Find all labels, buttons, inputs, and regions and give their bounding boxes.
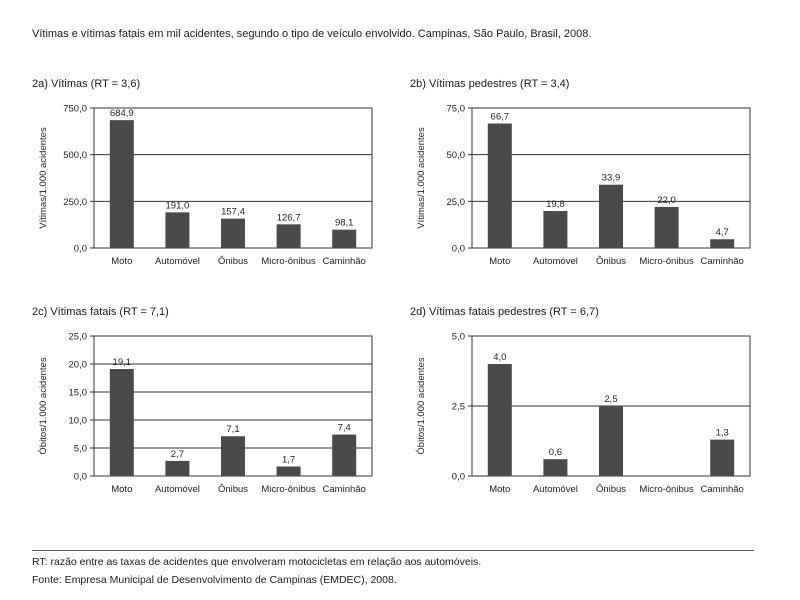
x-tick-label: Caminhão — [701, 484, 744, 495]
y-tick-label: 10,0 — [69, 416, 88, 427]
y-axis-label: Óbitos/1.000 acidentes — [416, 357, 427, 454]
data-label: 191,0 — [166, 200, 190, 211]
bar — [710, 239, 735, 248]
data-label: 22,0 — [657, 195, 676, 206]
y-tick-label: 5,0 — [452, 332, 465, 343]
x-tick-label: Caminhão — [323, 256, 366, 267]
y-tick-label: 20,0 — [69, 360, 88, 371]
data-label: 4,7 — [716, 227, 729, 238]
figure-title: Vítimas e vítimas fatais em mil acidente… — [32, 28, 592, 40]
x-tick-label: Automóvel — [155, 256, 200, 267]
y-tick-label: 2,5 — [452, 402, 465, 413]
y-tick-label: 5,0 — [74, 444, 87, 455]
y-tick-label: 0,0 — [74, 244, 87, 255]
panel-title: 2a) Vítimas (RT = 3,6) — [32, 78, 141, 90]
chart-2d: 0,0 2,5 5,0 Óbitos/1.000 acidentes 4,0 Moto 0,… — [416, 332, 751, 495]
x-tick-label: Automóvel — [155, 484, 200, 495]
x-tick-label: Ônibus — [596, 484, 626, 495]
x-tick-label: Micro-ônibus — [261, 256, 316, 267]
x-tick-label: Ônibus — [218, 256, 248, 267]
panel-2d: 2d) Vítimas fatais pedestres (RT = 6,7) … — [410, 306, 770, 511]
chart-2a: 0,0 250,0 500,0 750,0 Vítimas/1.000 acidente… — [38, 104, 373, 267]
x-tick-label: Caminhão — [701, 256, 744, 267]
panel-2a: 2a) Vítimas (RT = 3,6) 0,0 250,0 500,0 750,… — [32, 78, 392, 283]
panel-title: 2d) Vítimas fatais pedestres (RT = 6,7) — [410, 306, 599, 318]
bar — [221, 218, 245, 248]
y-axis-label: Vítimas/1.000 acidentes — [38, 127, 49, 229]
x-tick-label: Moto — [111, 256, 132, 267]
bar — [599, 406, 623, 476]
bar — [654, 206, 679, 248]
data-label: 684,9 — [110, 108, 134, 119]
data-label: 126,7 — [277, 212, 301, 223]
panel-2b: 2b) Vítimas pedestres (RT = 3,4) 0,0 25,0… — [410, 78, 770, 283]
bar — [221, 436, 245, 476]
data-label: 7,4 — [338, 423, 351, 434]
footnote-source: Fonte: Empresa Municipal de Desenvolvime… — [32, 574, 397, 586]
panel-title: 2c) Vítimas fatais (RT = 7,1) — [32, 306, 169, 318]
data-label: 33,9 — [602, 173, 621, 184]
bar — [543, 211, 568, 248]
x-tick-label: Micro-ônibus — [639, 256, 694, 267]
x-tick-label: Ônibus — [596, 256, 626, 267]
footnote-divider — [32, 550, 754, 551]
y-tick-label: 25,0 — [447, 197, 466, 208]
y-tick-label: 750,0 — [63, 104, 87, 115]
bar — [276, 466, 301, 476]
data-label: 4,0 — [493, 352, 506, 363]
data-label: 7,1 — [226, 424, 239, 435]
data-label: 1,7 — [282, 454, 295, 465]
bar — [710, 439, 735, 476]
bar — [332, 434, 357, 476]
y-tick-label: 250,0 — [63, 197, 87, 208]
x-tick-label: Moto — [489, 484, 510, 495]
chart-2b: 0,0 25,0 50,0 75,0 Vítimas/1.000 acidentes 66… — [416, 104, 751, 267]
bar — [165, 460, 190, 476]
chart-2c: 0,0 5,0 10,0 15,0 20,0 25,0 Óbitos/1.000 acide… — [38, 332, 373, 495]
y-tick-label: 500,0 — [63, 150, 87, 161]
bar — [109, 369, 134, 476]
y-tick-label: 75,0 — [447, 104, 466, 115]
y-tick-label: 0,0 — [452, 244, 465, 255]
y-tick-label: 0,0 — [452, 472, 465, 483]
x-tick-label: Ônibus — [218, 484, 248, 495]
bar — [109, 120, 134, 248]
y-axis-label: Vítimas/1.000 acidentes — [416, 127, 427, 229]
bar — [487, 364, 512, 476]
data-label: 0,6 — [549, 447, 562, 458]
data-label: 19,1 — [113, 357, 132, 368]
x-tick-label: Moto — [111, 484, 132, 495]
x-tick-label: Caminhão — [323, 484, 366, 495]
data-label: 66,7 — [491, 111, 510, 122]
panel-2c: 2c) Vítimas fatais (RT = 7,1) 0,0 5,0 10,0… — [32, 306, 392, 511]
x-tick-label: Micro-ônibus — [261, 484, 316, 495]
x-tick-label: Micro-ônibus — [639, 484, 694, 495]
y-tick-label: 15,0 — [69, 388, 88, 399]
y-axis-label: Óbitos/1.000 acidentes — [38, 357, 49, 454]
panel-title: 2b) Vítimas pedestres (RT = 3,4) — [410, 78, 570, 90]
bar — [332, 229, 357, 248]
footnote-rt: RT: razão entre as taxas de acidentes qu… — [32, 556, 482, 568]
bar — [599, 184, 623, 248]
data-label: 2,5 — [604, 394, 617, 405]
data-label: 1,3 — [716, 428, 729, 439]
bar — [543, 459, 568, 476]
y-tick-label: 0,0 — [74, 472, 87, 483]
bar — [276, 224, 301, 248]
data-label: 2,7 — [171, 449, 184, 460]
bar — [487, 123, 512, 248]
x-tick-label: Moto — [489, 256, 510, 267]
data-label: 19,8 — [546, 199, 565, 210]
y-tick-label: 25,0 — [69, 332, 88, 343]
bar — [165, 212, 190, 248]
x-tick-label: Automóvel — [533, 484, 578, 495]
data-label: 157,4 — [221, 207, 245, 218]
y-tick-label: 50,0 — [447, 150, 466, 161]
x-tick-label: Automóvel — [533, 256, 578, 267]
data-label: 98,1 — [335, 218, 354, 229]
